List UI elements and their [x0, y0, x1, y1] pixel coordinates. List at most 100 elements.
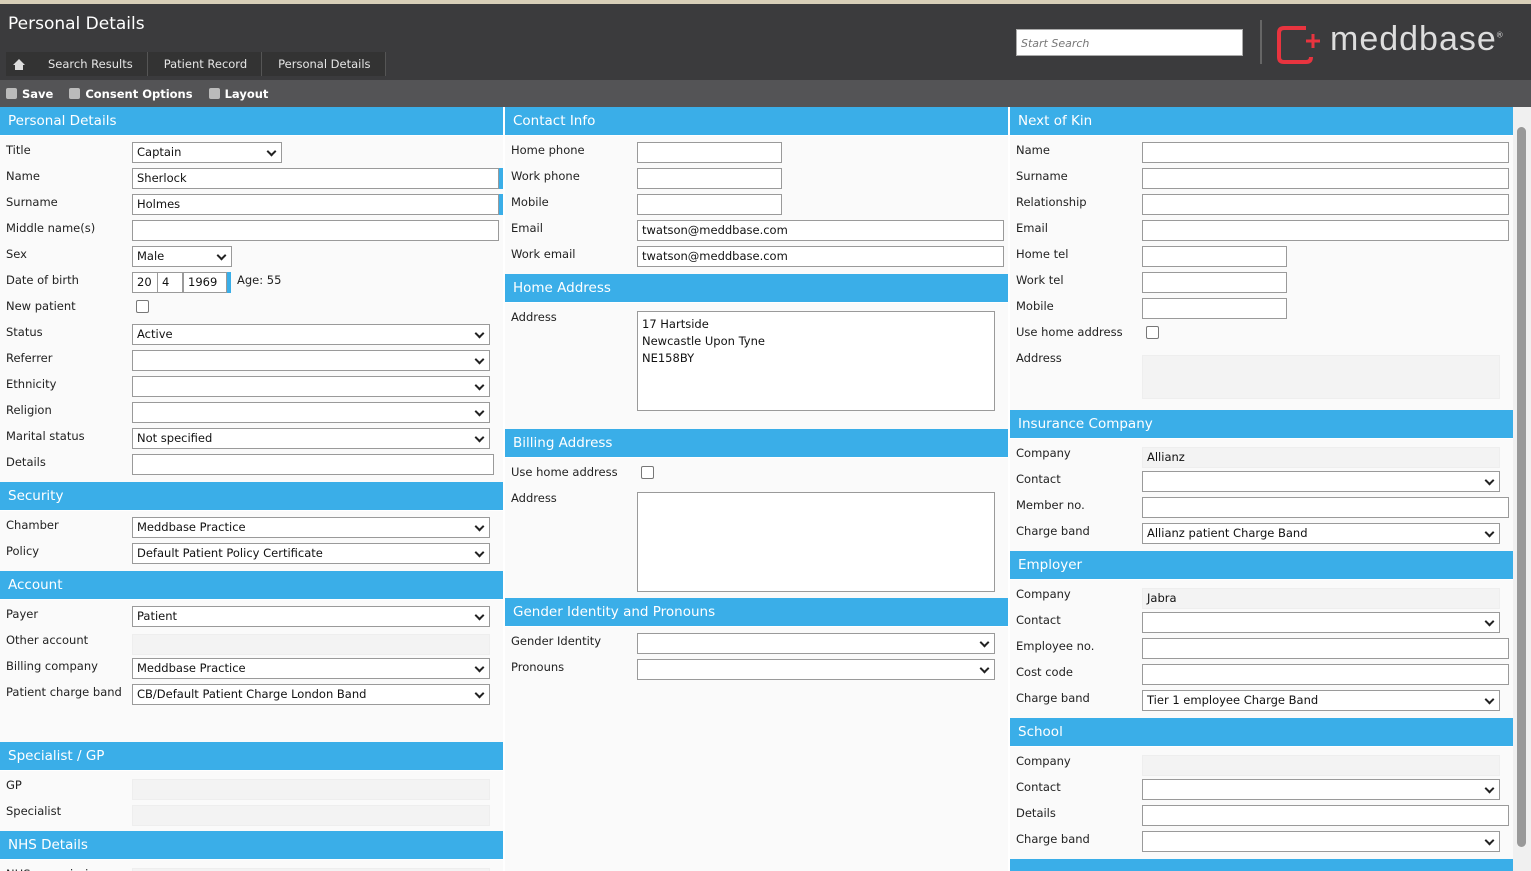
text-input[interactable]: [132, 220, 499, 241]
select[interactable]: CB/Default Patient Charge London Band: [132, 684, 490, 705]
text-input[interactable]: [1142, 194, 1509, 215]
section-header: Home Address: [505, 274, 1008, 303]
form-row: Payer Patient: [0, 602, 503, 628]
select[interactable]: [1142, 831, 1500, 852]
select[interactable]: Not specified: [132, 428, 490, 449]
section-body: Payer Patient Other account Billing company…: [0, 600, 503, 742]
section-body: GP Specialist: [0, 771, 503, 831]
form-row: Address: [1010, 346, 1513, 400]
select[interactable]: [1142, 612, 1500, 633]
scroll-thumb[interactable]: [1517, 127, 1526, 847]
checkbox[interactable]: [1146, 326, 1159, 339]
field-label: Email: [511, 221, 543, 235]
field-label: Religion: [6, 403, 52, 417]
text-input[interactable]: [637, 168, 782, 189]
select[interactable]: Patient: [132, 606, 490, 627]
logo-mark: ®: [1496, 30, 1504, 40]
text-input[interactable]: [1142, 168, 1509, 189]
page-title: Personal Details: [8, 14, 145, 34]
breadcrumb[interactable]: Patient Record: [148, 52, 263, 76]
select[interactable]: Allianz patient Charge Band: [1142, 523, 1500, 544]
text-input[interactable]: Sherlock: [132, 168, 499, 189]
field-label: Employee no.: [1016, 639, 1095, 653]
select[interactable]: [132, 350, 490, 371]
select[interactable]: Active: [132, 324, 490, 345]
form-row: GP: [0, 773, 503, 800]
dob-month[interactable]: 4: [157, 272, 183, 293]
select[interactable]: [132, 376, 490, 397]
select[interactable]: [1142, 471, 1500, 492]
textarea[interactable]: 17 Hartside Newcastle Upon Tyne NE158BY: [637, 311, 995, 411]
text-input[interactable]: [1142, 142, 1509, 163]
field-label: Referrer: [6, 351, 53, 365]
text-input[interactable]: Holmes: [132, 194, 499, 215]
text-input[interactable]: [1142, 272, 1287, 293]
select[interactable]: Meddbase Practice: [132, 517, 490, 538]
form-row: Charge band: [1010, 827, 1513, 853]
required-marker: [499, 194, 503, 215]
dob-year[interactable]: 1969: [183, 272, 227, 293]
select[interactable]: [1142, 779, 1500, 800]
form-row: Religion: [0, 398, 503, 424]
text-input[interactable]: [1142, 638, 1509, 659]
form-row: Details: [0, 450, 503, 476]
text-input[interactable]: twatson@meddbase.com: [637, 220, 1004, 241]
toolbar-button[interactable]: Layout: [208, 87, 268, 101]
section-header: Employer: [1010, 551, 1513, 580]
select[interactable]: Default Patient Policy Certificate: [132, 543, 490, 564]
section-body: Address 17 Hartside Newcastle Upon Tyne NE1…: [505, 303, 1008, 429]
field-label: Name: [1016, 143, 1050, 157]
breadcrumb[interactable]: Search Results: [32, 52, 148, 76]
field-label: Patient charge band: [6, 685, 122, 699]
required-marker: [227, 272, 231, 293]
text-input[interactable]: twatson@meddbase.com: [637, 246, 1004, 267]
toolbar-label: Save: [22, 86, 54, 101]
field-label: Mobile: [511, 195, 549, 209]
select[interactable]: [132, 402, 490, 423]
readonly-field: [1142, 755, 1500, 776]
toolbar-icon: [208, 88, 220, 99]
select[interactable]: [637, 633, 995, 654]
text-input[interactable]: [1142, 497, 1509, 518]
form-row: Details: [1010, 801, 1513, 827]
required-marker: [499, 168, 503, 189]
text-input[interactable]: [1142, 664, 1509, 685]
text-input[interactable]: [637, 142, 782, 163]
search-box[interactable]: Start Search: [1016, 29, 1243, 56]
form-row: Sex Male: [0, 242, 503, 268]
column: Next of Kin Name Surname Relationship Email H…: [1010, 107, 1513, 871]
readonly-field: [132, 634, 490, 655]
text-input[interactable]: [1142, 220, 1509, 241]
text-input[interactable]: [637, 194, 782, 215]
home-icon[interactable]: [6, 52, 32, 76]
text-input[interactable]: [1142, 246, 1287, 267]
section-header: Specialist / GP: [0, 742, 503, 771]
form-row: Relationship: [1010, 190, 1513, 216]
text-input[interactable]: [1142, 298, 1287, 319]
toolbar-button[interactable]: Consent Options: [69, 87, 193, 101]
form-row: Middle name(s): [0, 216, 503, 242]
text-input[interactable]: [132, 454, 494, 475]
toolbar: Save Consent Options Layout: [0, 80, 1531, 107]
select[interactable]: Meddbase Practice: [132, 658, 490, 679]
field-label: Policy: [6, 544, 40, 558]
field-label: Charge band: [1016, 832, 1090, 846]
form-row: Chamber Meddbase Practice: [0, 513, 503, 539]
field-label: Contact: [1016, 472, 1061, 486]
select[interactable]: Captain: [132, 142, 282, 163]
section-body: Chamber Meddbase Practice Policy Default Pa…: [0, 511, 503, 571]
scrollbar[interactable]: [1513, 107, 1531, 871]
dob-day[interactable]: 20: [132, 272, 158, 293]
breadcrumb[interactable]: Personal Details: [262, 52, 386, 76]
checkbox[interactable]: [136, 300, 149, 313]
toolbar-button[interactable]: Save: [6, 87, 53, 101]
select[interactable]: Tier 1 employee Charge Band: [1142, 690, 1500, 711]
select[interactable]: [637, 659, 995, 680]
toolbar-icon: [69, 88, 81, 99]
section-header: Account: [0, 571, 503, 600]
field-label: Marital status: [6, 429, 85, 443]
select[interactable]: Male: [132, 246, 232, 267]
textarea[interactable]: [637, 492, 995, 592]
checkbox[interactable]: [641, 466, 654, 479]
text-input[interactable]: [1142, 805, 1509, 826]
